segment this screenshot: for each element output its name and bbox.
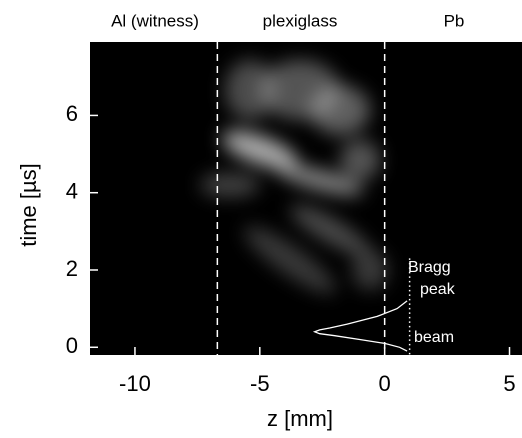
region-label: plexiglass (263, 11, 338, 30)
y-tick-label: 2 (66, 256, 78, 281)
y-tick-label: 0 (66, 333, 78, 358)
annotation: Bragg (408, 259, 451, 276)
region-label: Al (witness) (111, 11, 199, 30)
x-axis-label: z [mm] (267, 406, 333, 431)
y-tick-label: 6 (66, 101, 78, 126)
x-tick-label: -5 (250, 371, 270, 396)
x-tick-label: -10 (119, 371, 151, 396)
annotation: beam (414, 329, 454, 346)
beam-profile (312, 300, 408, 352)
region-label: Pb (444, 11, 465, 30)
x-tick-label: 5 (503, 371, 515, 396)
y-axis-label: time [µs] (16, 163, 41, 247)
y-tick-label: 4 (66, 179, 78, 204)
image-texture (200, 60, 388, 294)
x-tick-label: 0 (379, 371, 391, 396)
annotation: peak (420, 281, 456, 298)
